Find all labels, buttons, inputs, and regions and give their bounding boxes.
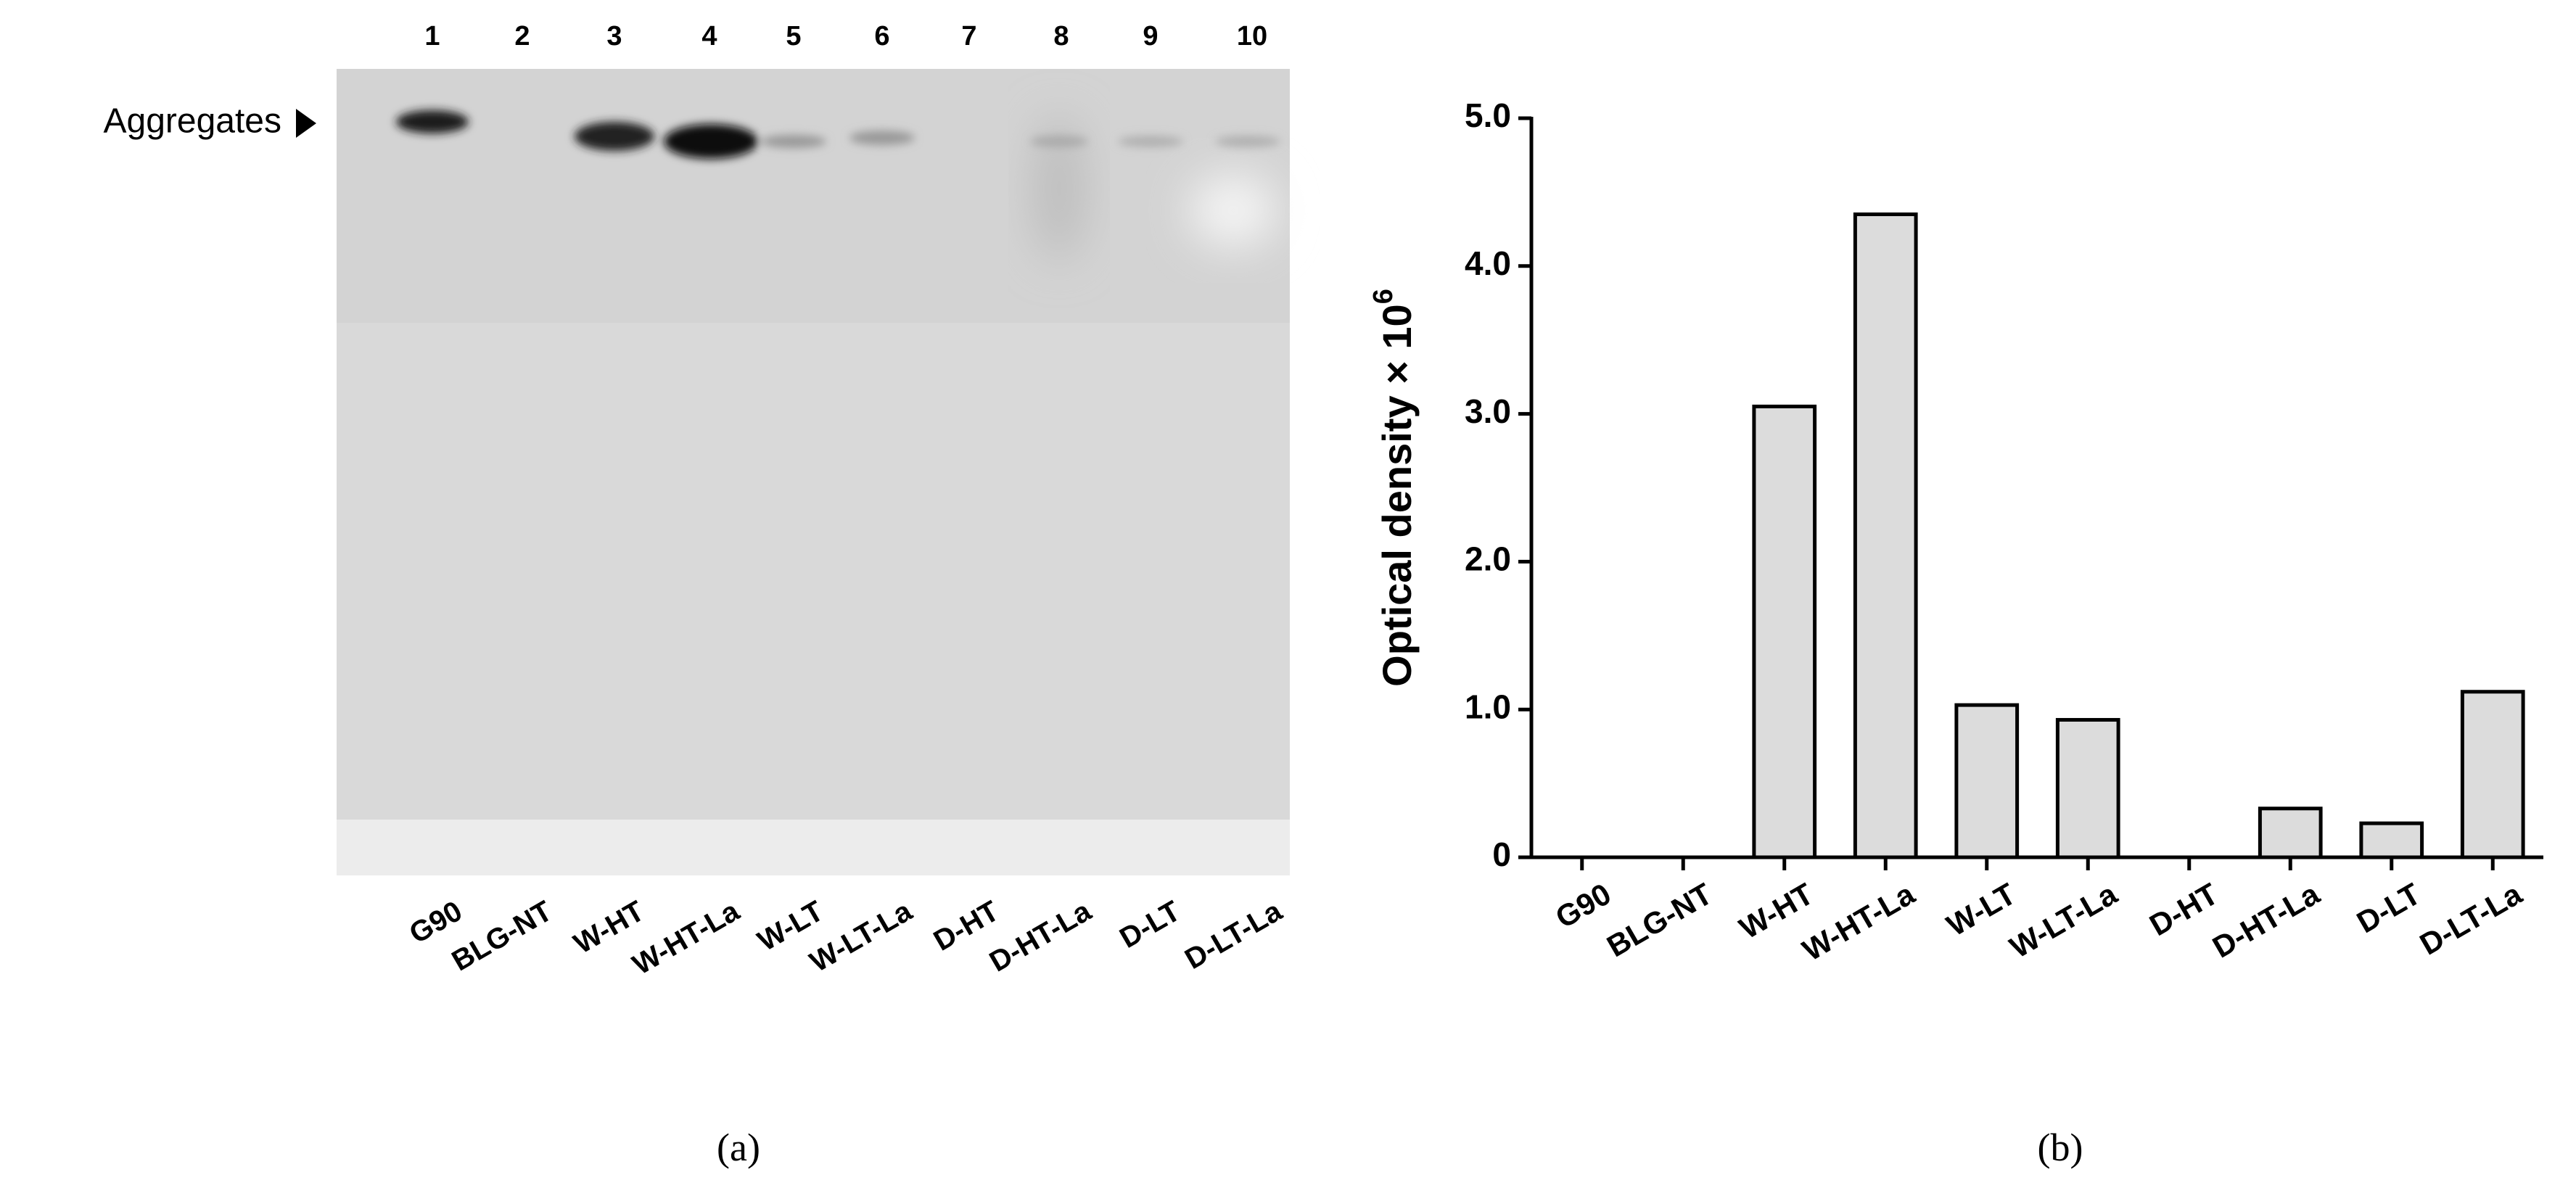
lane-number: 3 [606, 21, 622, 51]
gel-bottom [337, 820, 1290, 875]
x-tick-label: D-HT-La [2207, 876, 2325, 965]
x-tick-label: G90 [1550, 876, 1616, 934]
gel-shade [337, 69, 1290, 323]
lane-label: D-LT-La [1180, 895, 1288, 976]
y-axis-label-exponent: 6 [1368, 289, 1399, 304]
bar [1752, 404, 1817, 859]
lane-number: 7 [961, 21, 976, 51]
lane-label: W-LT-La [805, 895, 918, 978]
y-tick-label: 1.0 [1465, 688, 1511, 725]
lane-label: G90 [404, 895, 467, 950]
marker-arrow [296, 109, 316, 138]
y-tick-label: 5.0 [1465, 96, 1511, 134]
gel-image [337, 69, 1290, 875]
lane-label: BLG-NT [447, 895, 558, 978]
x-tick-label: W-LT-La [2004, 876, 2123, 965]
lane-label: W-HT-La [627, 895, 745, 981]
lane-number: 4 [701, 21, 717, 51]
lane-number: 2 [514, 21, 530, 51]
y-tick-label: 4.0 [1465, 244, 1511, 282]
y-axis-label: Optical density × 106 [1368, 289, 1420, 687]
bar [1853, 212, 1918, 859]
lane-number: 10 [1237, 21, 1267, 51]
x-tick-label: BLG-NT [1601, 876, 1718, 963]
bar [2359, 821, 2424, 859]
x-tick-label: W-HT-La [1797, 876, 1921, 968]
lane-label: D-LT [1114, 895, 1185, 954]
lane-number: 1 [424, 21, 440, 51]
lane-number: 6 [874, 21, 889, 51]
marker-label: Aggregates [103, 102, 281, 141]
caption: (a) [717, 1126, 760, 1169]
bar-chart: 0 1.0 2.0 3.0 4.0 5.0 Optical density × 106 G90… [1368, 96, 2543, 968]
y-tick-label: 0 [1492, 836, 1511, 873]
y-axis-label-text: Optical density × 10 [1374, 304, 1420, 687]
x-tick-label: D-LT [2351, 876, 2427, 939]
gel-bands [396, 110, 1280, 159]
bar [2460, 690, 2525, 859]
x-tick-label: D-LT-La [2414, 876, 2528, 962]
y-tick-label: 3.0 [1465, 392, 1511, 430]
caption: (b) [2038, 1126, 2083, 1169]
bar [2258, 807, 2323, 859]
lane-number: 5 [786, 21, 801, 51]
y-tick-label: 2.0 [1465, 540, 1511, 578]
lane-label: D-HT-La [984, 895, 1097, 978]
bar [2055, 717, 2120, 859]
lane-number: 9 [1143, 21, 1158, 51]
gel-smear [1034, 116, 1085, 261]
bar [1954, 703, 2020, 859]
gel-spot [1190, 174, 1277, 247]
lane-number: 8 [1053, 21, 1069, 51]
